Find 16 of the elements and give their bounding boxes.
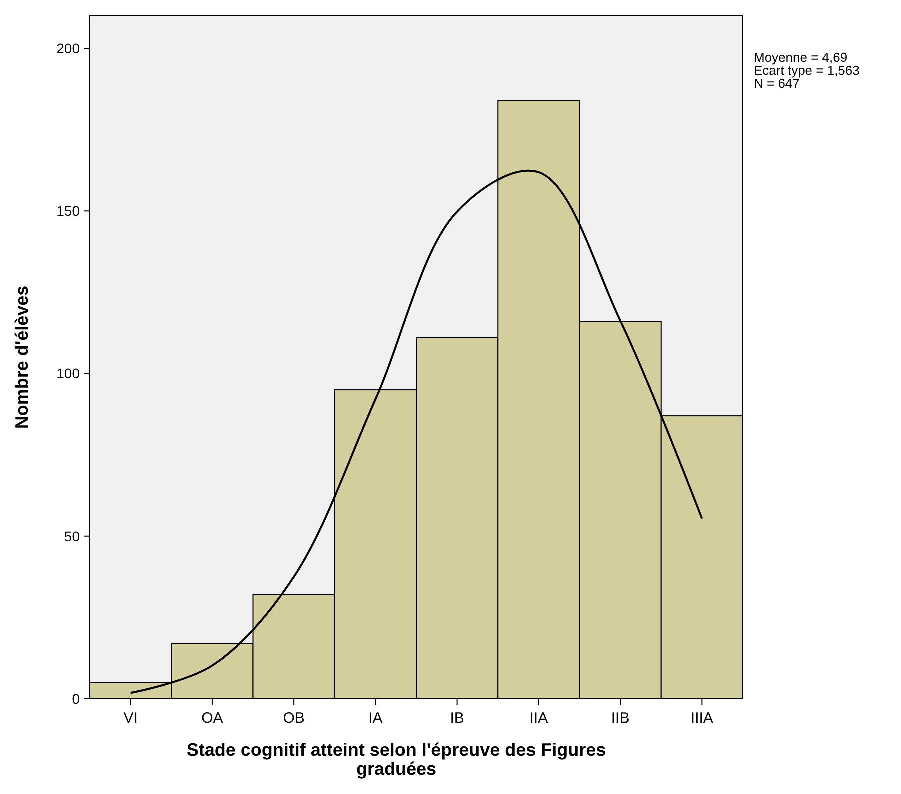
y-tick-label: 50 bbox=[64, 528, 80, 544]
x-tick-label: IB bbox=[450, 710, 464, 727]
x-tick-label: IA bbox=[368, 710, 383, 727]
x-axis-title: Stade cognitif atteint selon l'épreuve des Figures graduées bbox=[186, 740, 606, 779]
x-tick-label: IIA bbox=[530, 710, 548, 727]
y-tick-label: 150 bbox=[56, 203, 80, 220]
x-tick-label: OA bbox=[202, 710, 224, 727]
text: Moyenne = 4,69 bbox=[754, 50, 848, 65]
x-tick-label: VI bbox=[124, 710, 138, 727]
x-tick-label: OB bbox=[283, 710, 305, 727]
x-tick-label: IIIA bbox=[690, 710, 714, 727]
y-axis-title: Nombre d'élèves bbox=[12, 286, 32, 430]
y-tick-label: 200 bbox=[56, 40, 80, 56]
y-tick-label: 0 bbox=[72, 690, 80, 707]
y-tick-label: 100 bbox=[56, 366, 80, 382]
x-tick-label: IIB bbox=[611, 710, 630, 727]
